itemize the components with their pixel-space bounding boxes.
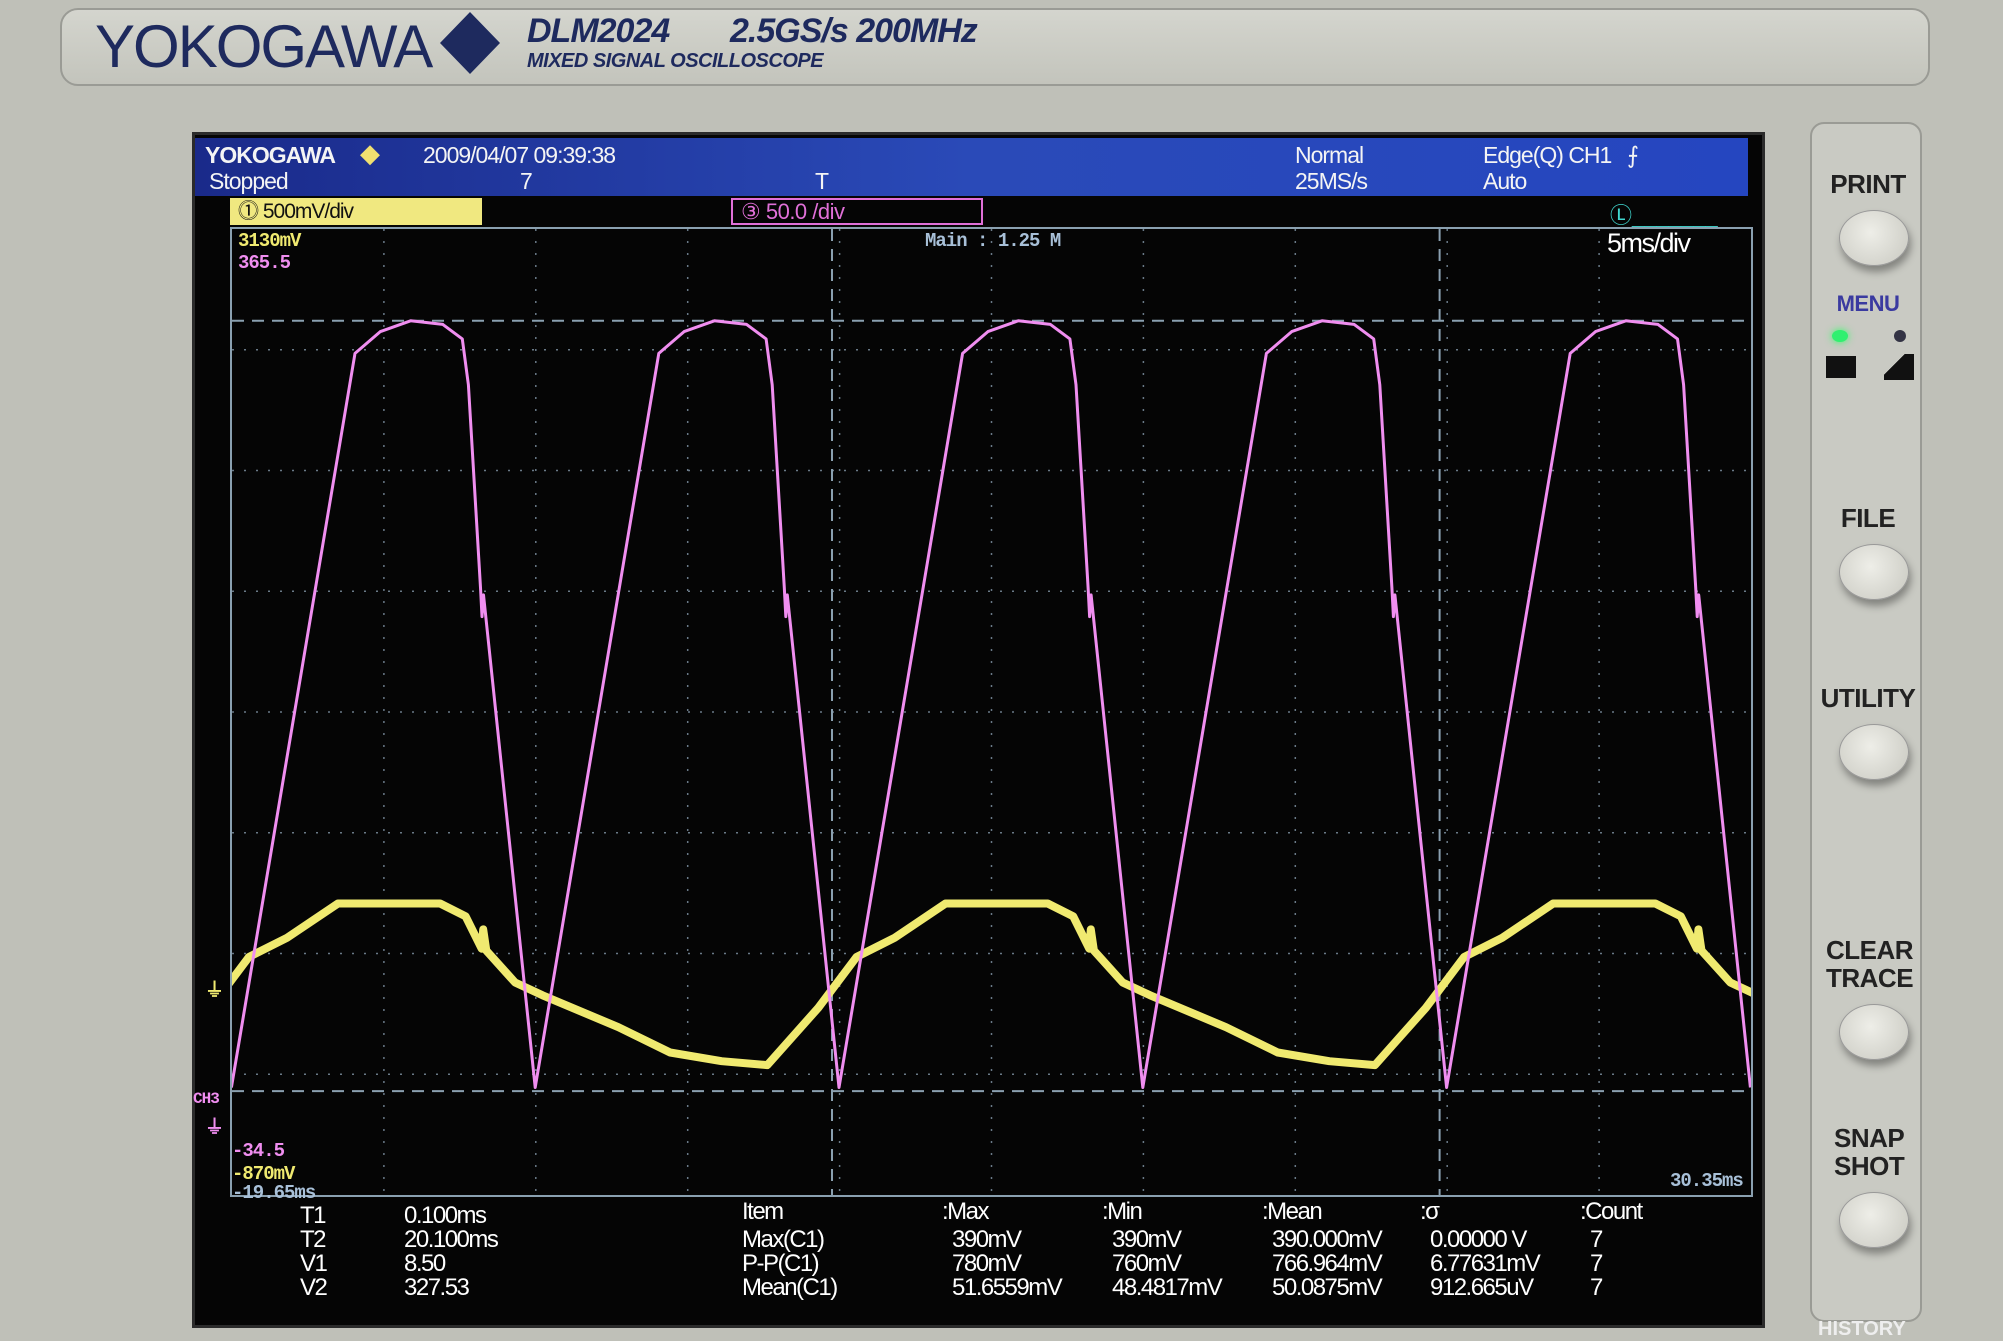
utility-button[interactable] xyxy=(1839,724,1909,780)
print-button[interactable] xyxy=(1839,210,1909,266)
acq-state: Stopped xyxy=(209,168,289,194)
ch3-waveform xyxy=(232,319,1751,1089)
measurement-cell: 7 xyxy=(1590,1274,1603,1301)
measurement-cell: Max(C1) xyxy=(742,1226,825,1253)
cursor-label: T1 xyxy=(300,1202,327,1229)
waveform-grid xyxy=(230,227,1753,1197)
model-spec: 2.5GS/s 200MHz xyxy=(730,12,978,50)
history-label: HISTORY xyxy=(1818,1318,1906,1340)
measurement-cell: 6.77631mV xyxy=(1430,1250,1541,1277)
trigger-mode: Auto xyxy=(1483,168,1527,194)
measurement-cell: 7 xyxy=(1590,1226,1603,1253)
ch1-scale-box[interactable]: ⓵ 500mV/div xyxy=(230,198,482,225)
measurement-cell: P-P(C1) xyxy=(742,1250,820,1277)
timebase: 5ms/div xyxy=(1607,228,1691,258)
measurement-header: :σ xyxy=(1420,1198,1440,1225)
measurement-cell: 390mV xyxy=(952,1226,1022,1253)
measurement-header: :Count xyxy=(1580,1198,1643,1225)
measurement-cell: 780mV xyxy=(952,1250,1022,1277)
ch1-top-value: 3130mV xyxy=(238,230,301,252)
main-record-length: Main : 1.25 M xyxy=(925,230,1061,252)
ch1-scale: 500mV/div xyxy=(262,200,354,223)
led-green-icon xyxy=(1832,330,1848,342)
ch3-label: CH3 xyxy=(193,1090,220,1108)
brand-diamond-icon: ◆ xyxy=(360,138,380,168)
ch1-bottom-value: -870mV xyxy=(232,1163,295,1185)
measurement-cell: Mean(C1) xyxy=(742,1274,838,1301)
measurement-cell: 760mV xyxy=(1112,1250,1182,1277)
folder-icon xyxy=(1826,356,1856,378)
measurement-cell: 7 xyxy=(1590,1250,1603,1277)
utility-label: UTILITY xyxy=(1820,683,1916,713)
measurement-cell: 50.0875mV xyxy=(1272,1274,1383,1301)
measurement-header: Item xyxy=(742,1198,784,1225)
model-name: DLM2024 xyxy=(527,12,670,50)
datetime: 2009/04/07 09:39:38 xyxy=(423,142,616,168)
screen-brand: YOKOGAWA xyxy=(205,142,336,168)
measurement-cell: 51.6559mV xyxy=(952,1274,1063,1301)
print-label: PRINT xyxy=(1830,169,1906,199)
measurement-header: :Max xyxy=(942,1198,990,1225)
measurement-header: :Min xyxy=(1102,1198,1143,1225)
cursor-value: 0.100ms xyxy=(404,1202,487,1229)
button-panel: PRINT MENU FILE UTILITY CLEAR TRACE SNAP… xyxy=(1810,122,1922,1322)
measurement-header: :Mean xyxy=(1262,1198,1323,1225)
ch1-ground-icon: ⏚ xyxy=(205,980,224,1002)
acq-count: 7 xyxy=(520,168,533,194)
ch3-scale: 50.0 /div xyxy=(765,199,845,224)
cursor-value: 20.100ms xyxy=(404,1226,499,1253)
trigger-type: Edge(Q) CH1 xyxy=(1483,142,1612,168)
ch1-circle-icon: ⓵ xyxy=(238,200,263,223)
acq-mode: Normal xyxy=(1295,142,1364,168)
ch3-top-value: 365.5 xyxy=(238,252,291,274)
logic-indicator: Ⓛ_______ xyxy=(1610,203,1718,228)
printer-icon xyxy=(1884,354,1914,380)
snapshot-button[interactable] xyxy=(1839,1192,1909,1248)
cursor-value: 327.53 xyxy=(404,1274,470,1301)
measurement-cell: 390.000mV xyxy=(1272,1226,1383,1253)
time-right-value: 30.35ms xyxy=(1670,1170,1744,1192)
file-button[interactable] xyxy=(1839,544,1909,600)
clear-trace-label: CLEAR TRACE xyxy=(1826,935,1914,993)
sample-rate: 25MS/s xyxy=(1295,168,1368,194)
cursor-value: 8.50 xyxy=(404,1250,446,1277)
brand-diamond-icon xyxy=(440,12,500,74)
trigger-position-marker: T xyxy=(815,168,829,194)
cursor-label: T2 xyxy=(300,1226,327,1253)
waveform-plot xyxy=(232,229,1751,1195)
snapshot-label: SNAP SHOT xyxy=(1834,1123,1905,1181)
ch3-circle-icon: ③ xyxy=(741,199,766,224)
cursor-label: V2 xyxy=(300,1274,328,1301)
time-left-value: -19.65ms xyxy=(232,1182,316,1204)
status-bar: YOKOGAWA ◆ 2009/04/07 09:39:38 Stopped 7… xyxy=(195,138,1748,196)
cursor-label: V1 xyxy=(300,1250,328,1277)
bezel-header xyxy=(60,8,1930,86)
measurement-cell: 912.665uV xyxy=(1430,1274,1534,1301)
rising-edge-icon: ⨍ xyxy=(1627,142,1639,168)
ch3-scale-box[interactable]: ③ 50.0 /div xyxy=(731,198,983,225)
measurement-cell: 48.4817mV xyxy=(1112,1274,1223,1301)
led-off-icon xyxy=(1894,330,1906,342)
model-subtitle: MIXED SIGNAL OSCILLOSCOPE xyxy=(527,50,824,72)
measurement-cell: 390mV xyxy=(1112,1226,1182,1253)
measurement-cell: 766.964mV xyxy=(1272,1250,1383,1277)
clear-trace-button[interactable] xyxy=(1839,1004,1909,1060)
ch3-ground-icon: ⏚ xyxy=(205,1117,224,1139)
measurement-cell: 0.00000 V xyxy=(1430,1226,1527,1253)
ch1-waveform xyxy=(232,899,1751,1070)
menu-label: MENU xyxy=(1836,291,1900,316)
logic-circle-icon: Ⓛ xyxy=(1610,203,1633,228)
file-label: FILE xyxy=(1840,503,1896,533)
brand-logo: YOKOGAWA xyxy=(95,13,433,80)
ch3-bottom-value: -34.5 xyxy=(232,1140,285,1162)
